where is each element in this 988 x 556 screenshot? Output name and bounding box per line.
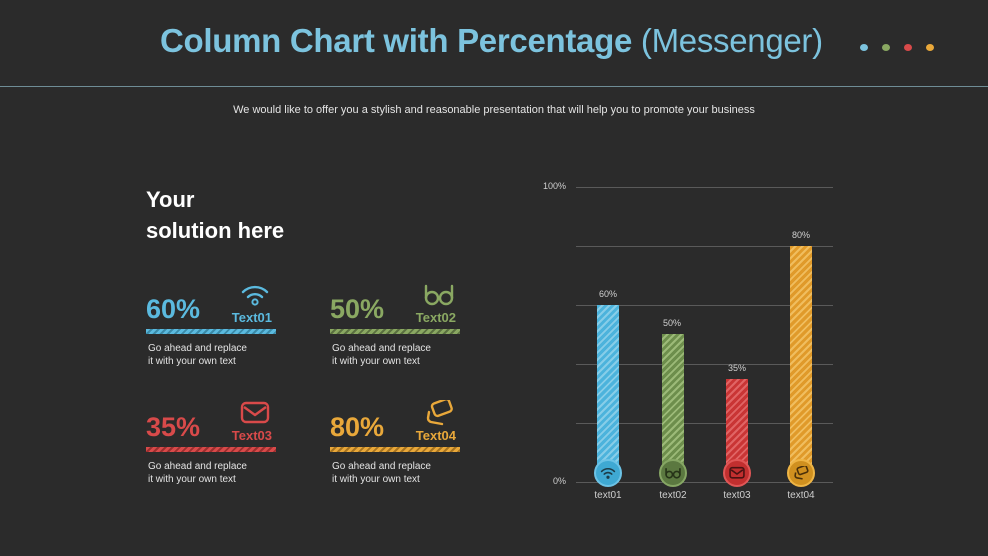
dot-green (882, 44, 890, 51)
stat-percent: 35% (146, 412, 201, 442)
column-text03 (726, 379, 748, 482)
desc-line2: it with your own text (148, 356, 236, 367)
title-bold: Column Chart with Percentage (160, 22, 633, 59)
x-label: text02 (659, 490, 687, 501)
column-text04 (790, 246, 812, 482)
envelope-icon (729, 466, 745, 479)
dot-orange (926, 44, 934, 51)
dot-red (904, 44, 912, 51)
x-label: text03 (723, 490, 751, 501)
stat-label: Text01 (231, 310, 272, 325)
stat-card-text03: 35% Text03 Go ahead and replace it with … (146, 400, 276, 490)
gridline-40 (576, 364, 833, 365)
badge-text03 (723, 459, 751, 487)
title-light: (Messenger) (640, 22, 823, 59)
desc-line2: it with your own text (332, 356, 420, 367)
stat-card-text01: 60% Text01 Go ahead and replace it with … (146, 282, 276, 372)
badge-text04 (787, 459, 815, 487)
page-title: Column Chart with Percentage (Messenger) (160, 22, 823, 60)
gridline-60 (576, 305, 833, 306)
cards-icon (794, 466, 809, 480)
gridline-0 (576, 482, 833, 483)
gridline-100 (576, 187, 833, 188)
x-label: text01 (594, 490, 622, 501)
cards-icon (426, 400, 453, 426)
column-text02 (662, 334, 684, 482)
gridline-80 (576, 246, 833, 247)
column-text01 (597, 305, 619, 482)
stat-description: Go ahead and replace it with your own te… (148, 460, 247, 486)
column-chart: 100% 0% 60% text01 50% text02 35% text03… (530, 170, 850, 510)
stat-card-text02: 50% Text02 Go ahead and replace it with … (330, 282, 460, 372)
headline-line1: Your (146, 187, 195, 212)
x-label: text04 (787, 490, 815, 501)
y-tick-0: 0% (552, 476, 566, 486)
headline-line2: solution here (146, 218, 285, 243)
stat-label: Text02 (415, 310, 456, 325)
glasses-icon (665, 468, 681, 479)
badge-text01 (594, 459, 622, 487)
value-label: 60% (598, 289, 617, 299)
stat-label: Text03 (231, 428, 272, 443)
desc-line2: it with your own text (148, 474, 236, 485)
subtitle: We would like to offer you a stylish and… (233, 104, 755, 116)
desc-line1: Go ahead and replace (332, 461, 431, 472)
dot-blue (860, 44, 868, 51)
header-divider (0, 86, 988, 87)
wifi-icon (600, 467, 616, 479)
stat-bar (330, 447, 460, 452)
value-label: 50% (662, 318, 681, 328)
y-tick-100: 100% (542, 181, 566, 191)
stat-bar (146, 447, 276, 452)
badge-text02 (659, 459, 687, 487)
stat-label: Text04 (415, 428, 456, 443)
desc-line1: Go ahead and replace (148, 343, 247, 354)
stat-bar (330, 329, 460, 334)
stat-bar (146, 329, 276, 334)
desc-line1: Go ahead and replace (332, 343, 431, 354)
stat-percent: 80% (330, 412, 385, 442)
wifi-icon (241, 285, 269, 306)
gridline-20 (576, 423, 833, 424)
desc-line2: it with your own text (332, 474, 420, 485)
glasses-icon (424, 284, 454, 306)
headline: Your solution here (146, 184, 284, 246)
desc-line1: Go ahead and replace (148, 461, 247, 472)
stat-card-text04: 80% Text04 Go ahead and replace it with … (330, 400, 460, 490)
stat-description: Go ahead and replace it with your own te… (332, 460, 431, 486)
value-label: 80% (791, 230, 810, 240)
stat-percent: 50% (330, 294, 385, 324)
decorative-dots (860, 44, 934, 51)
stat-description: Go ahead and replace it with your own te… (332, 342, 431, 368)
value-label: 35% (727, 363, 746, 373)
stat-description: Go ahead and replace it with your own te… (148, 342, 247, 368)
envelope-icon (240, 401, 270, 424)
stat-percent: 60% (146, 294, 201, 324)
